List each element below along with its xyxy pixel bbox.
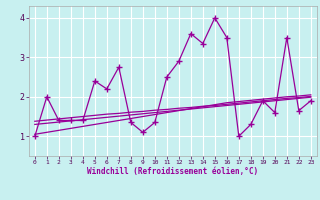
X-axis label: Windchill (Refroidissement éolien,°C): Windchill (Refroidissement éolien,°C): [87, 167, 258, 176]
